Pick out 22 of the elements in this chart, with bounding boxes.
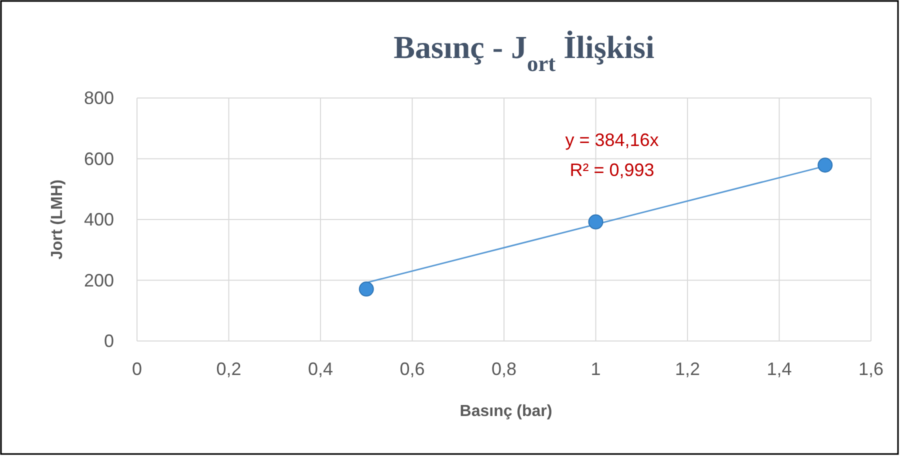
x-tick-label: 1,2 — [674, 359, 700, 379]
x-tick-label: 1 — [590, 359, 601, 379]
annotation: y = 384,16x — [565, 130, 659, 150]
x-tick-label: 1,4 — [766, 359, 792, 379]
x-tick-label: 0,6 — [400, 359, 425, 379]
x-tick-label: 0 — [132, 359, 142, 379]
x-tick-label: 1,6 — [858, 359, 884, 379]
chart-title: Basınç - J$_{ort}$ İlişkisi — [394, 29, 654, 76]
x-tick-label: 0,2 — [216, 359, 242, 379]
y-axis-title: Jort (LMH) — [49, 180, 66, 260]
y-tick-label: 600 — [84, 148, 114, 169]
x-axis-title: Basınç (bar) — [460, 403, 552, 420]
y-tick-label: 400 — [84, 210, 114, 230]
x-tick-label: 0,4 — [308, 359, 334, 379]
x-tick-label: 0,8 — [491, 359, 517, 379]
point — [358, 282, 374, 297]
y-tick-label: 0 — [104, 331, 114, 351]
point — [588, 214, 604, 230]
y-tick-label: 200 — [84, 270, 114, 290]
y-tick-label: 800 — [84, 88, 114, 108]
annotation: R² = 0,993 — [570, 160, 654, 180]
point — [818, 158, 833, 173]
